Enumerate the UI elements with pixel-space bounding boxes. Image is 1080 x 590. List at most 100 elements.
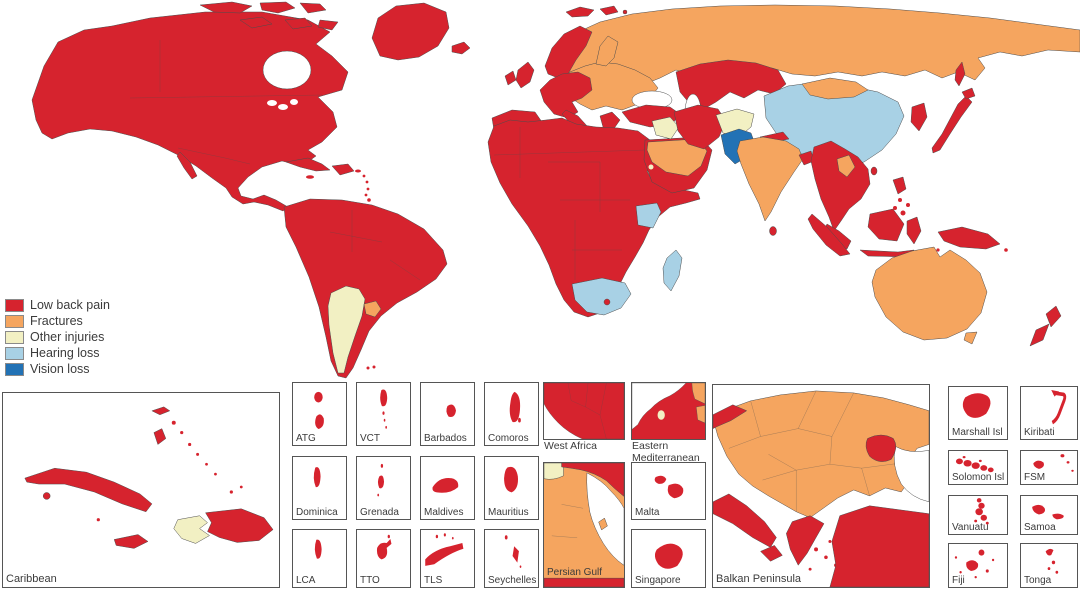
region-ireland — [504, 70, 517, 86]
comoros-map — [509, 391, 521, 423]
inset-fsm: FSM — [1020, 450, 1078, 485]
inset-tls: TLS — [420, 529, 475, 588]
region-indonesia — [807, 208, 940, 258]
inset-barbados: Barbados — [420, 382, 475, 446]
region-south-america — [283, 198, 448, 379]
inset-label: Dominica — [296, 506, 338, 518]
inset-caribbean: Caribbean — [2, 392, 280, 588]
inset-mauritius: Mauritius — [484, 456, 539, 520]
inset-label: VCT — [360, 432, 380, 444]
solomon-map — [955, 455, 994, 473]
inset-marshall-isl: Marshall Isl — [948, 386, 1008, 440]
inset-vanuatu: Vanuatu — [948, 495, 1008, 535]
inset-vct: VCT — [356, 382, 411, 446]
region-greece — [599, 111, 621, 131]
inset-label-persian-gulf: Persian Gulf — [547, 566, 603, 578]
inset-label-malta: Malta — [635, 506, 660, 518]
inset-samoa: Samoa — [1020, 495, 1078, 535]
austria-inset — [713, 404, 748, 429]
inset-lca: LCA — [292, 529, 347, 588]
caribbean-map — [24, 406, 274, 549]
eastern-mediterranean-map — [632, 383, 705, 439]
barbados-map — [446, 404, 456, 417]
inset-eastern-mediterranean: Eastern Mediterranean — [631, 382, 706, 463]
legend-swatch-low-back-pain — [5, 298, 24, 312]
inset-label: Comoros — [488, 432, 529, 444]
legend-label: Low back pain — [30, 297, 110, 312]
greece-inset — [786, 515, 825, 566]
legend-item-vision-loss: Vision loss — [5, 361, 110, 377]
region-new-zealand — [1029, 305, 1062, 347]
legend-swatch-other-injuries — [5, 330, 24, 344]
inset-grenada: Grenada — [356, 456, 411, 520]
inset-label: TLS — [424, 574, 443, 586]
legend-label: Hearing loss — [30, 345, 100, 360]
inset-malta: Malta — [631, 462, 706, 520]
region-svalbard — [565, 5, 628, 18]
inset-label: TTO — [360, 574, 380, 586]
bahamas-islands — [151, 406, 243, 494]
inset-label: Seychelles — [488, 574, 537, 586]
legend-swatch-fractures — [5, 314, 24, 328]
persian-gulf-map — [544, 463, 624, 587]
region-north-america — [31, 11, 349, 212]
inset-solomon-isl: Solomon Isl — [948, 450, 1008, 485]
legend-label: Vision loss — [30, 361, 90, 376]
region-western-europe — [539, 71, 593, 119]
atg-map — [314, 391, 324, 430]
region-madagascar — [662, 249, 683, 292]
fiji-map — [954, 549, 995, 579]
inset-label: Tonga — [1024, 574, 1052, 586]
legend-item-fractures: Fractures — [5, 313, 110, 329]
africa-borders — [493, 127, 646, 280]
region-lesotho — [603, 298, 611, 306]
region-iraq — [651, 116, 680, 140]
inset-maldives: Maldives — [420, 456, 475, 520]
jamaica — [113, 534, 149, 549]
legend-item-other-injuries: Other injuries — [5, 329, 110, 345]
region-mongolia — [801, 77, 869, 100]
black-sea-inset — [893, 446, 929, 503]
singapore-map — [654, 543, 683, 569]
region-india — [736, 136, 804, 222]
inset-label-caribbean: Caribbean — [6, 573, 57, 586]
region-philippines — [892, 176, 910, 216]
great-lakes — [267, 99, 298, 110]
hudson-bay — [262, 50, 312, 90]
region-new-guinea — [937, 226, 1008, 252]
world-map — [31, 1, 1080, 379]
isla-juventud — [42, 492, 51, 500]
dominican-republic — [205, 508, 274, 543]
balkan-orange-mass — [713, 390, 929, 518]
inset-label: ATG — [296, 432, 316, 444]
region-japan — [931, 61, 976, 154]
mauritius-map — [504, 466, 518, 493]
region-argentina — [327, 285, 366, 374]
region-uk — [515, 61, 535, 89]
legend-item-low-back-pain: Low back pain — [5, 297, 110, 313]
inset-label: Vanuatu — [952, 521, 989, 533]
region-scandinavia — [544, 25, 593, 79]
inset-fiji: Fiji — [948, 543, 1008, 588]
inset-atg: ATG — [292, 382, 347, 446]
marshall-map — [962, 393, 991, 418]
region-iceland — [451, 41, 471, 55]
region-korea — [910, 102, 928, 132]
inset-label: Samoa — [1024, 521, 1056, 533]
legend-swatch-vision-loss — [5, 362, 24, 376]
region-caribbean-main — [285, 157, 371, 202]
inset-label: Barbados — [424, 432, 467, 444]
fsm-map — [1033, 454, 1074, 472]
region-sri-lanka — [769, 226, 777, 236]
grenada-map — [377, 463, 385, 497]
north-america-borders — [129, 40, 323, 165]
region-iran — [673, 104, 727, 150]
legend-label: Other injuries — [30, 329, 105, 344]
inset-tto: TTO — [356, 529, 411, 588]
turkey-inset — [829, 505, 929, 587]
inset-label: Maldives — [424, 506, 464, 518]
seychelles-map — [504, 535, 522, 568]
inset-label-singapore: Singapore — [635, 574, 681, 586]
inset-label: Solomon Isl — [952, 471, 1005, 483]
